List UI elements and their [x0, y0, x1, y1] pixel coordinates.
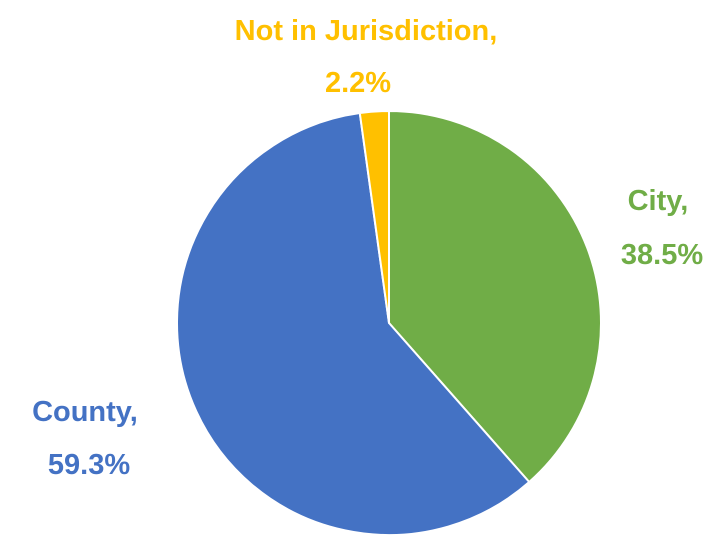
slices-layer: [176, 110, 602, 535]
labels-layer: City, 38.5% County, 59.3% Not in Jurisdi…: [32, 15, 703, 481]
data-label-city: City, 38.5%: [621, 185, 703, 271]
slice-name-city: City: [628, 185, 683, 217]
slice-value-city: 38.5%: [621, 239, 703, 271]
data-label-not-in-jurisdiction: Not in Jurisdiction, 2.2%: [235, 15, 506, 99]
slice-value-county: 59.3%: [48, 449, 130, 481]
slice-name-county: County: [32, 396, 132, 428]
label-comma-not-in-jurisdiction: ,: [489, 15, 497, 47]
pie-slice-county: [176, 112, 531, 535]
data-label-county: County, 59.3%: [32, 396, 146, 481]
pie-slice-not-in-jurisdiction: [358, 110, 390, 324]
slice-name-not-in-jurisdiction: Not in Jurisdiction: [235, 15, 490, 47]
pie-slice-city: [388, 110, 602, 484]
slice-value-not-in-jurisdiction: 2.2%: [325, 67, 391, 99]
label-comma-city: ,: [680, 185, 688, 217]
label-comma-county: ,: [130, 396, 138, 428]
